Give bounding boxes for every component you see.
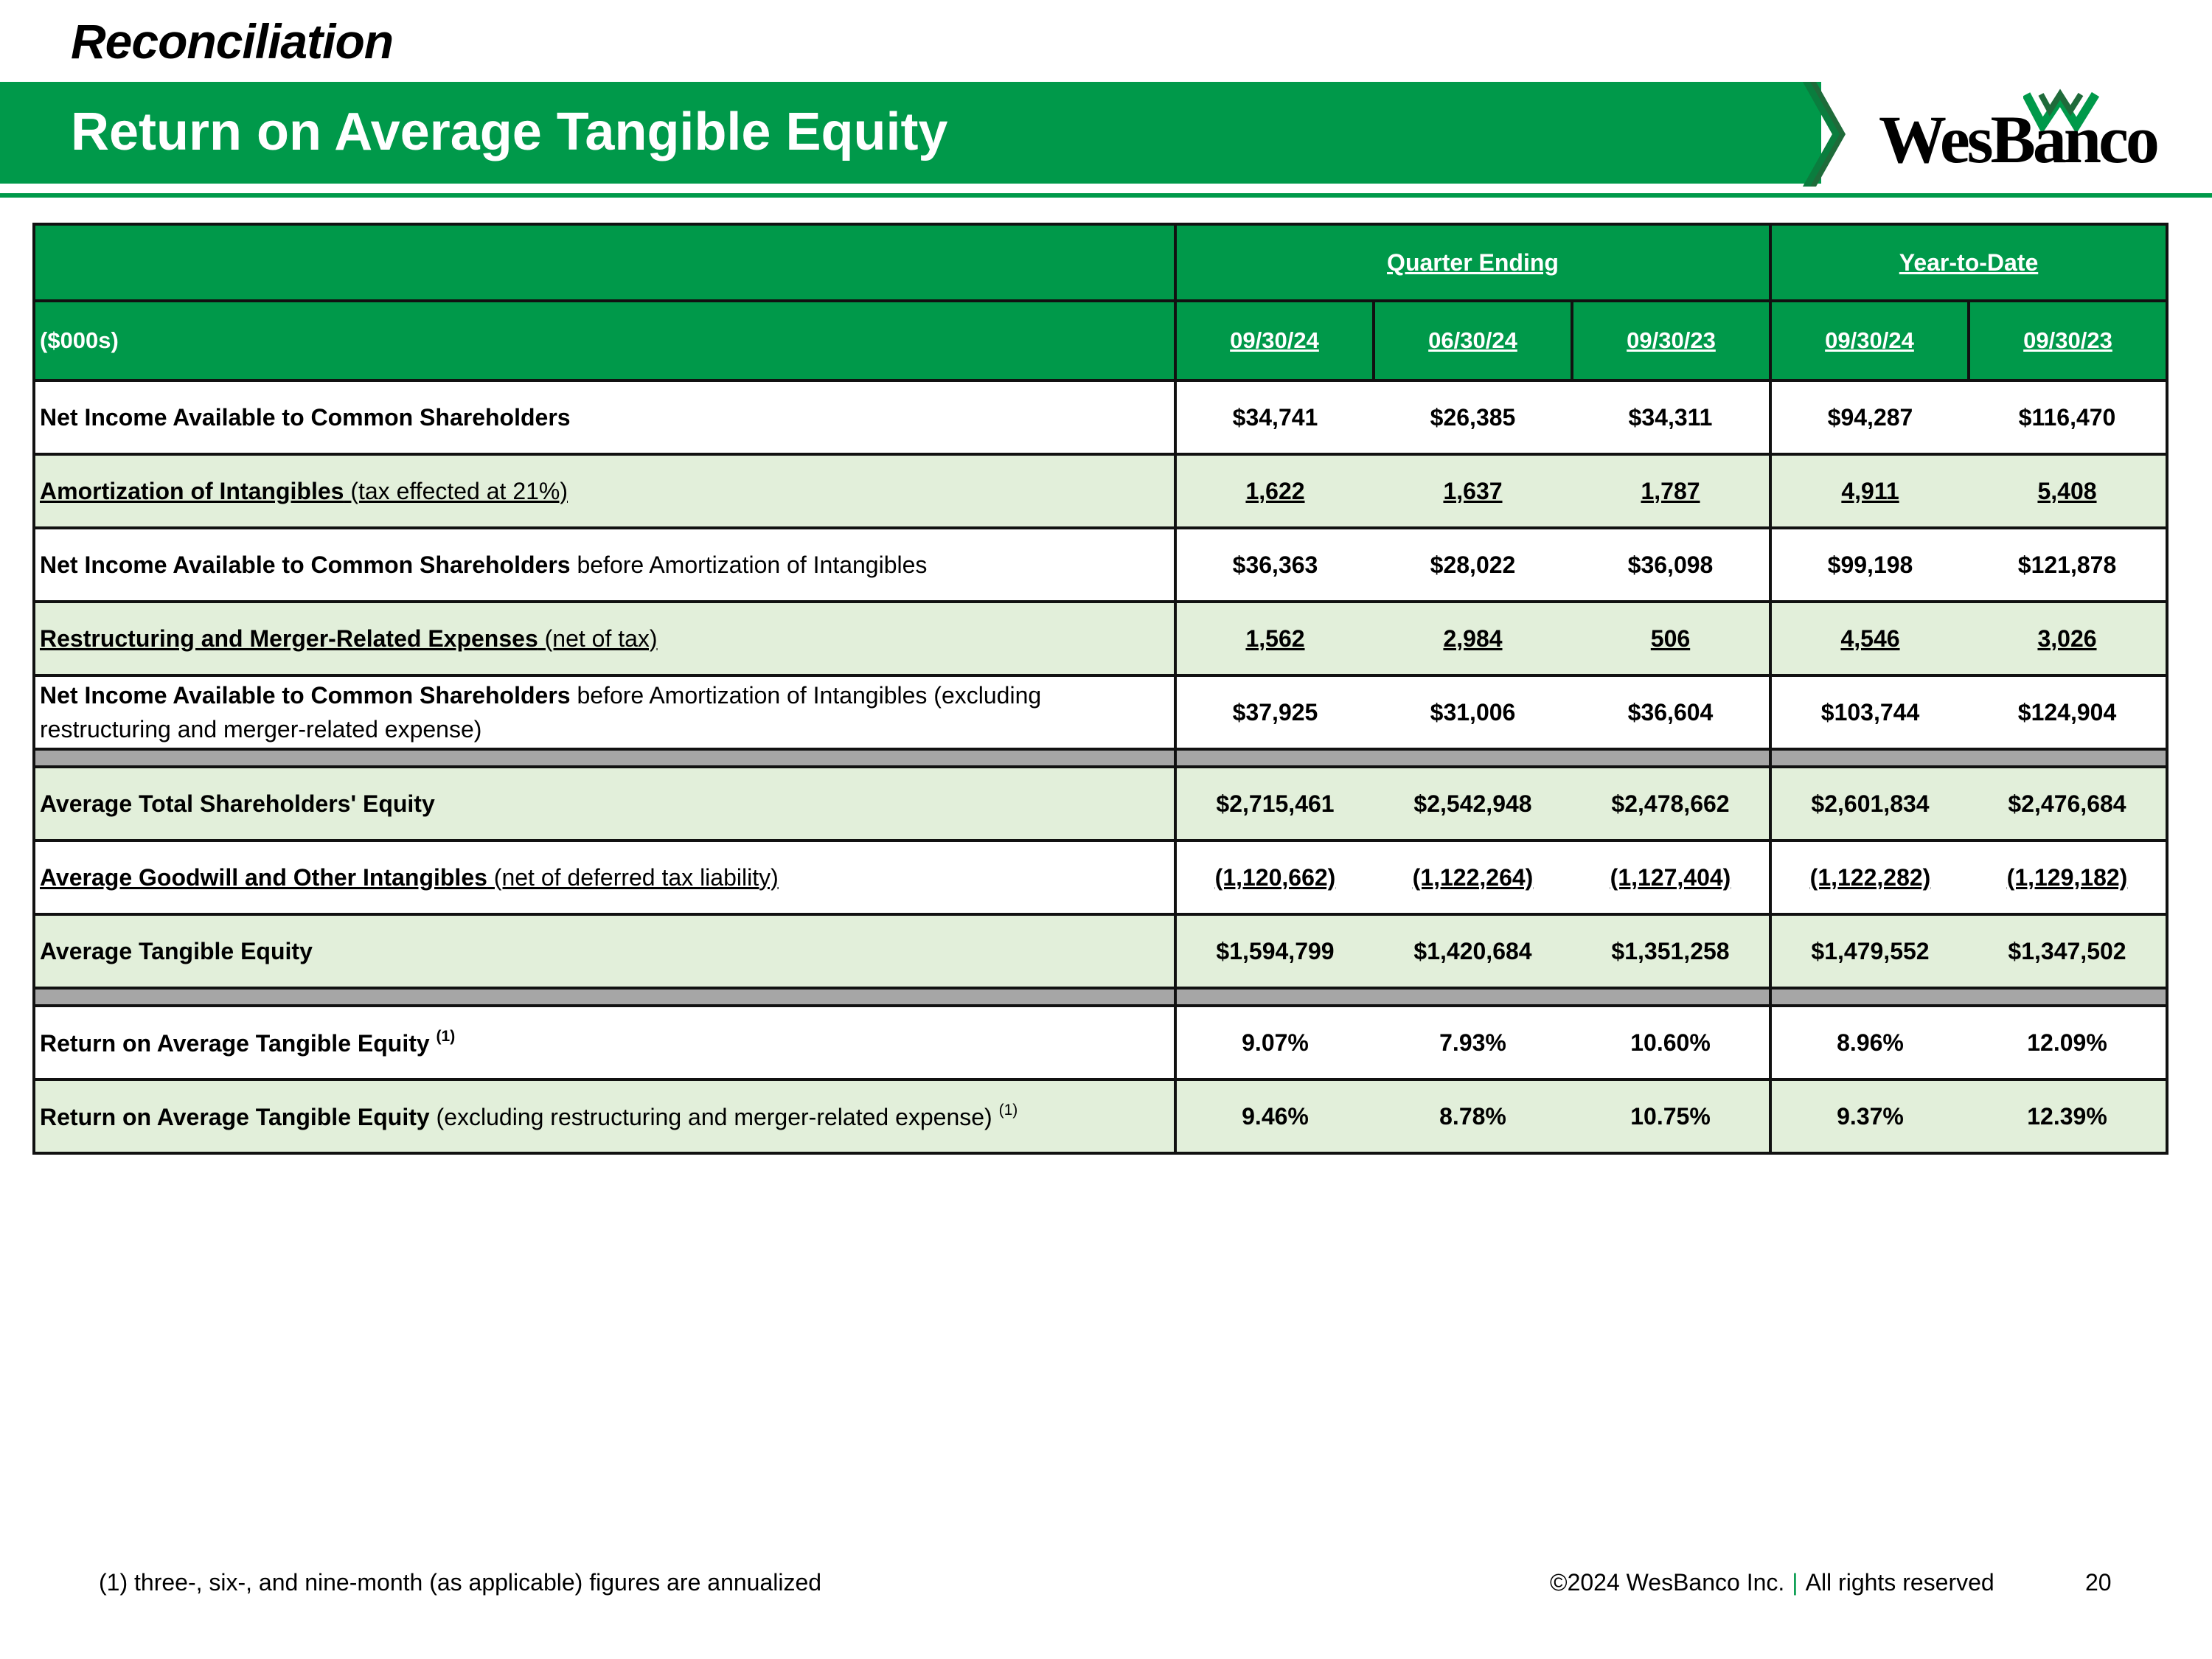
units-label: ($000s) [32, 299, 1177, 382]
table-cell: $1,594,799 [1175, 913, 1374, 990]
table-cell: 5,408 [2037, 477, 2097, 504]
separator-pipe: | [1792, 1569, 1798, 1596]
column-header: 09/30/23 [1571, 299, 1772, 382]
row-label: Restructuring and Merger-Related Expense… [32, 600, 1177, 677]
table-row: Average Goodwill and Other Intangibles (… [32, 839, 2168, 916]
table-cell: $124,904 [1969, 674, 2168, 751]
table-cell: 9.07% [1175, 1004, 1374, 1081]
table-cell: (1,122,264) [1412, 863, 1534, 891]
table-cell: $99,198 [1769, 526, 1969, 603]
row-label: Average Tangible Equity [32, 913, 1177, 990]
row-label: Average Total Shareholders' Equity [32, 765, 1177, 842]
w-mark-icon [2023, 88, 2100, 133]
table-cell: 8.96% [1769, 1004, 1969, 1081]
logo-wordmark: WesBanco [1879, 102, 2160, 177]
table-header-groups: Quarter Ending Year-to-Date [32, 223, 2168, 302]
table-cell: 4,546 [1840, 625, 1900, 652]
column-header: 06/30/24 [1372, 299, 1573, 382]
wesbanco-logo: WesBanco [1879, 88, 2160, 178]
table-cell: $2,715,461 [1175, 765, 1374, 842]
table-cell: (1,122,282) [1809, 863, 1931, 891]
table-cell: (1,129,182) [2006, 863, 2128, 891]
table-cell: 2,984 [1443, 625, 1503, 652]
table-cell: 10.60% [1572, 1004, 1770, 1081]
table-cell: $1,479,552 [1769, 913, 1969, 990]
table-header-dates: ($000s) 09/30/24 06/30/24 09/30/23 09/30… [32, 299, 2168, 382]
table-cell: $121,878 [1969, 526, 2168, 603]
table-row: Return on Average Tangible Equity (exclu… [32, 1078, 2168, 1155]
table-row: Average Tangible Equity $1,594,799 $1,42… [32, 913, 2168, 990]
section-kicker: Reconciliation [71, 14, 394, 69]
table-row: Return on Average Tangible Equity (1) 9.… [32, 1004, 2168, 1081]
table-cell: $2,476,684 [1969, 765, 2168, 842]
table-cell: $103,744 [1769, 674, 1969, 751]
row-label: Net Income Available to Common Sharehold… [32, 526, 1177, 603]
table-cell: $34,741 [1175, 379, 1374, 456]
table-cell: 1,562 [1245, 625, 1305, 652]
reconciliation-table: Quarter Ending Year-to-Date ($000s) 09/3… [32, 223, 2168, 1155]
page-number: 20 [2085, 1569, 2112, 1596]
table-cell: $2,478,662 [1572, 765, 1770, 842]
table-cell: 12.39% [1969, 1078, 2168, 1155]
table-cell: 506 [1650, 625, 1691, 652]
table-cell: $2,542,948 [1374, 765, 1572, 842]
row-label: Return on Average Tangible Equity (1) [32, 1004, 1177, 1081]
table-cell: $116,470 [1969, 379, 2168, 456]
separator-row [32, 987, 2168, 1007]
table-row: Net Income Available to Common Sharehold… [32, 379, 2168, 456]
group-quarter-ending: Quarter Ending [1174, 223, 1772, 302]
column-header: 09/30/24 [1174, 299, 1375, 382]
header-rule [0, 193, 2212, 198]
row-label: Amortization of Intangibles (tax effecte… [32, 453, 1177, 529]
table-cell: $36,363 [1175, 526, 1374, 603]
separator-row [32, 748, 2168, 768]
table-cell: 4,911 [1841, 477, 1899, 504]
table-row: Net Income Available to Common Sharehold… [32, 526, 2168, 603]
row-label: Average Goodwill and Other Intangibles (… [32, 839, 1177, 916]
table-cell: $26,385 [1374, 379, 1572, 456]
table-cell: 1,637 [1443, 477, 1503, 504]
row-label: Net Income Available to Common Sharehold… [32, 379, 1177, 456]
footnote: (1) three-, six-, and nine-month (as app… [99, 1569, 822, 1596]
table-cell: 9.46% [1175, 1078, 1374, 1155]
group-year-to-date: Year-to-Date [1769, 223, 2168, 302]
title-banner [0, 82, 1821, 184]
table-row: Amortization of Intangibles (tax effecte… [32, 453, 2168, 529]
column-header: 09/30/24 [1769, 299, 1970, 382]
table-cell: 1,787 [1641, 477, 1700, 504]
table-row: Net Income Available to Common Sharehold… [32, 674, 2168, 751]
table-cell: $1,420,684 [1374, 913, 1572, 990]
page-title: Return on Average Tangible Equity [71, 102, 948, 161]
table-cell: $36,604 [1572, 674, 1770, 751]
table-cell: (1,127,404) [1610, 863, 1731, 891]
table-cell: $1,351,258 [1572, 913, 1770, 990]
table-cell: (1,120,662) [1214, 863, 1336, 891]
table-cell: $28,022 [1374, 526, 1572, 603]
table-cell: $36,098 [1572, 526, 1770, 603]
table-cell: $37,925 [1175, 674, 1374, 751]
table-cell: 7.93% [1374, 1004, 1572, 1081]
table-cell: $94,287 [1769, 379, 1969, 456]
column-header: 09/30/23 [1967, 299, 2168, 382]
row-label: Net Income Available to Common Sharehold… [32, 674, 1177, 751]
table-row: Average Total Shareholders' Equity $2,71… [32, 765, 2168, 842]
table-cell: $34,311 [1572, 379, 1770, 456]
table-cell: $1,347,502 [1969, 913, 2168, 990]
copyright: ©2024 WesBanco Inc. | All rights reserved [1550, 1569, 1994, 1596]
table-cell: 3,026 [2037, 625, 2097, 652]
table-cell: 9.37% [1769, 1078, 1969, 1155]
table-cell: 12.09% [1969, 1004, 2168, 1081]
table-cell: 8.78% [1374, 1078, 1572, 1155]
table-cell: 1,622 [1245, 477, 1305, 504]
table-row: Restructuring and Merger-Related Expense… [32, 600, 2168, 677]
table-cell: $2,601,834 [1769, 765, 1969, 842]
row-label: Return on Average Tangible Equity (exclu… [32, 1078, 1177, 1155]
table-cell: $31,006 [1374, 674, 1572, 751]
table-cell: 10.75% [1572, 1078, 1770, 1155]
chevron-arrow-icon [1803, 82, 1846, 187]
